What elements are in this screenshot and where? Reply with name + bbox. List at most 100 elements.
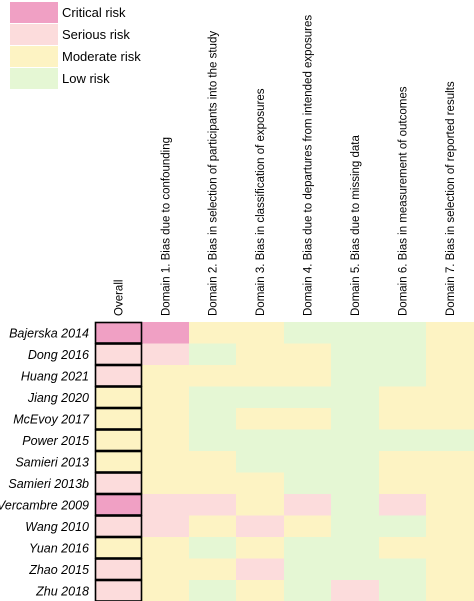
heatmap-cell bbox=[379, 386, 426, 408]
overall-cell-border bbox=[94, 343, 143, 366]
heatmap-cell bbox=[426, 494, 474, 516]
heatmap-cell bbox=[426, 408, 474, 430]
heatmap-cell bbox=[331, 515, 379, 537]
row-label: Jiang 2020 bbox=[27, 391, 89, 405]
heatmap-cell bbox=[331, 322, 379, 344]
heatmap-cell bbox=[379, 558, 426, 580]
heatmap-cell bbox=[331, 365, 379, 387]
heatmap-cell bbox=[284, 451, 331, 473]
heatmap-cell bbox=[236, 408, 284, 430]
heatmap-cell bbox=[426, 322, 474, 344]
heatmap-cell bbox=[189, 515, 236, 537]
heatmap-cell bbox=[95, 386, 142, 408]
column-header: Domain 5. Bias due to missing data bbox=[350, 134, 362, 316]
heatmap-cell bbox=[189, 386, 236, 408]
heatmap-cell bbox=[379, 365, 426, 387]
heatmap-cell bbox=[379, 515, 426, 537]
heatmap-cell bbox=[379, 429, 426, 451]
heatmap-cell bbox=[379, 451, 426, 473]
heatmap-cell bbox=[426, 365, 474, 387]
heatmap-cell bbox=[142, 386, 189, 408]
heatmap-cell bbox=[284, 343, 331, 365]
row-labels: Bajerska 2014 Dong 2016 Huang 2021 Jiang 20… bbox=[0, 326, 90, 598]
column-header: Domain 1. Bias due to confounding bbox=[161, 137, 173, 316]
heatmap-cell bbox=[189, 537, 236, 559]
heatmap-cell bbox=[189, 494, 236, 516]
heatmap-cell bbox=[284, 365, 331, 387]
heatmap-cell bbox=[142, 408, 189, 430]
heatmap-cell bbox=[95, 429, 142, 451]
heatmap-cell bbox=[236, 451, 284, 473]
overall-cell-border bbox=[94, 321, 143, 344]
column-header: Domain 2. Bias in selection of participa… bbox=[208, 31, 220, 316]
heatmap-cell bbox=[189, 429, 236, 451]
heatmap-cell bbox=[236, 515, 284, 537]
heatmap-cell bbox=[189, 472, 236, 494]
heatmap-cell bbox=[379, 494, 426, 516]
overall-cell-border bbox=[94, 579, 143, 601]
heatmap-cell bbox=[236, 322, 284, 344]
heatmap-cell bbox=[426, 537, 474, 559]
column-header: Domain 7. Bias in selection of reported … bbox=[445, 81, 457, 316]
heatmap-cell bbox=[331, 472, 379, 494]
row-label: Samieri 2013 bbox=[15, 455, 89, 469]
overall-cell-border bbox=[94, 536, 143, 559]
heatmap-cell bbox=[236, 472, 284, 494]
row-label: Bajerska 2014 bbox=[9, 326, 89, 340]
heatmap-cell bbox=[236, 386, 284, 408]
heatmap-cell bbox=[379, 343, 426, 365]
heatmap-cell bbox=[95, 472, 142, 494]
heatmap-cell bbox=[236, 537, 284, 559]
heatmap-cell bbox=[284, 537, 331, 559]
row-label: McEvoy 2017 bbox=[13, 412, 90, 426]
row-label: Zhu 2018 bbox=[35, 584, 89, 598]
row-label: Zhao 2015 bbox=[28, 563, 89, 577]
heatmap-cell bbox=[189, 580, 236, 601]
heatmap-cell bbox=[189, 322, 236, 344]
heatmap-cell bbox=[331, 343, 379, 365]
heatmap-cell bbox=[331, 558, 379, 580]
heatmap-cell bbox=[284, 558, 331, 580]
column-header: Overall bbox=[114, 280, 126, 316]
heatmap-cell bbox=[95, 494, 142, 516]
overall-cell-border bbox=[94, 407, 143, 430]
heatmap-cell bbox=[379, 408, 426, 430]
heatmap-cell bbox=[95, 365, 142, 387]
heatmap-cell bbox=[426, 515, 474, 537]
heatmap-cell bbox=[284, 408, 331, 430]
row-label: Yuan 2016 bbox=[29, 541, 89, 555]
heatmap-cell bbox=[142, 515, 189, 537]
heatmap-cell bbox=[236, 558, 284, 580]
heatmap-cell bbox=[189, 365, 236, 387]
heatmap-cell bbox=[142, 580, 189, 601]
heatmap-cell bbox=[331, 537, 379, 559]
heatmap-cell bbox=[236, 580, 284, 601]
heatmap-cell bbox=[189, 408, 236, 430]
heatmap-cell bbox=[189, 343, 236, 365]
heatmap-cell bbox=[284, 429, 331, 451]
overall-cell-border bbox=[94, 386, 143, 409]
heatmap-cell bbox=[331, 408, 379, 430]
overall-cell-border bbox=[94, 515, 143, 538]
heatmap-cell bbox=[331, 494, 379, 516]
heatmap-cell bbox=[284, 494, 331, 516]
heatmap-cell bbox=[426, 472, 474, 494]
heatmap-cell bbox=[95, 408, 142, 430]
heatmap-cell bbox=[284, 515, 331, 537]
heatmap-cell bbox=[331, 451, 379, 473]
overall-cell-border bbox=[94, 493, 143, 516]
legend-swatch-moderate bbox=[10, 46, 58, 67]
heatmap-cell bbox=[142, 558, 189, 580]
heatmap-cell bbox=[331, 386, 379, 408]
heatmap-cell bbox=[95, 322, 142, 344]
heatmap-cell bbox=[426, 451, 474, 473]
heatmap-cell bbox=[379, 322, 426, 344]
heatmap-cell bbox=[189, 558, 236, 580]
heatmap-cell bbox=[284, 472, 331, 494]
heatmap-cell bbox=[142, 322, 189, 344]
heatmap-cell bbox=[95, 537, 142, 559]
heatmap-cell bbox=[142, 365, 189, 387]
legend-label-low: Low risk bbox=[62, 71, 110, 86]
legend-label-moderate: Moderate risk bbox=[62, 49, 141, 64]
heatmap-cell bbox=[426, 580, 474, 601]
